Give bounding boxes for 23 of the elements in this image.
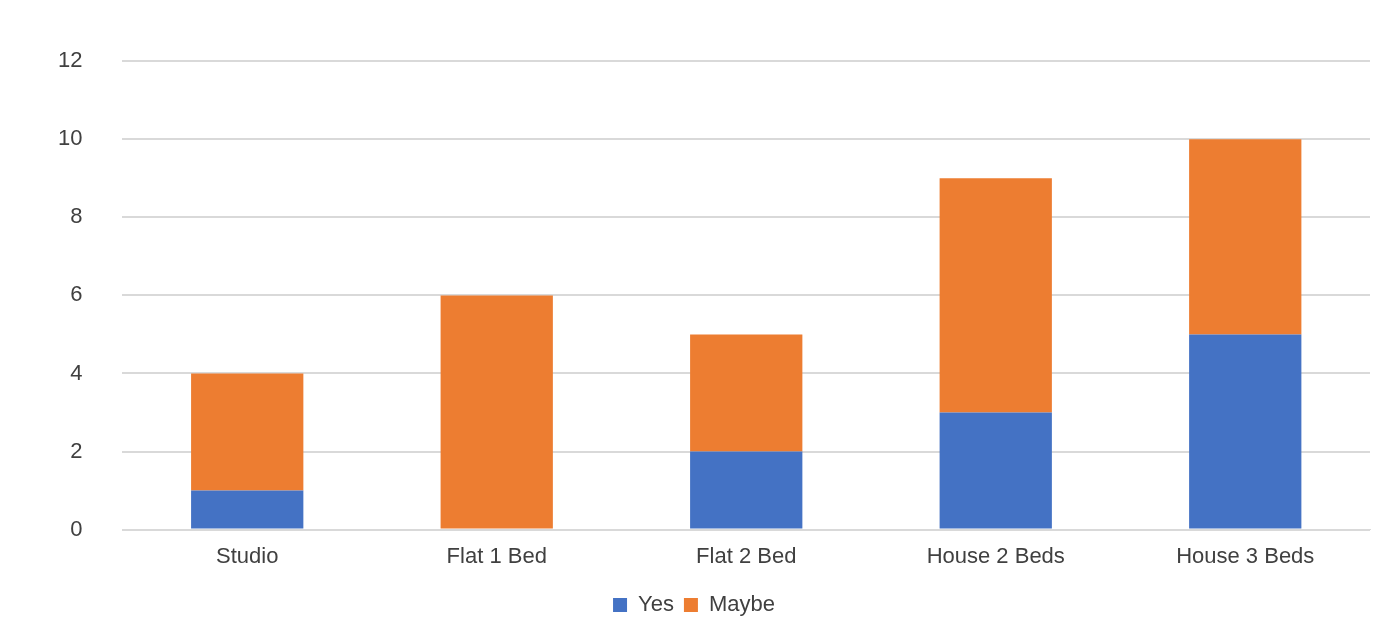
y-tick-label: 8 <box>70 203 83 229</box>
legend-label: Maybe <box>708 591 775 617</box>
legend-label: Yes <box>638 591 674 617</box>
bar <box>191 373 304 491</box>
x-tick-label: House 2 Beds <box>926 542 1065 568</box>
y-tick-label: 10 <box>57 125 83 151</box>
bar <box>939 178 1052 413</box>
x-tick-label: House 3 Beds <box>1176 542 1315 568</box>
x-tick-label: Flat 1 Bed <box>446 542 547 568</box>
x-tick-label: Flat 2 Bed <box>696 542 797 568</box>
bar <box>1189 334 1302 529</box>
bar <box>690 451 803 529</box>
y-tick-label: 12 <box>57 47 83 73</box>
bar <box>1189 139 1302 335</box>
bar <box>690 334 803 452</box>
y-tick-label: 6 <box>70 281 83 307</box>
y-tick-label: 4 <box>70 359 83 385</box>
y-tick-label: 2 <box>70 437 83 463</box>
bar <box>191 490 304 529</box>
bar <box>440 295 553 529</box>
y-tick-label: 0 <box>70 515 83 541</box>
x-tick-label: Studio <box>216 542 279 568</box>
bar <box>939 412 1052 529</box>
